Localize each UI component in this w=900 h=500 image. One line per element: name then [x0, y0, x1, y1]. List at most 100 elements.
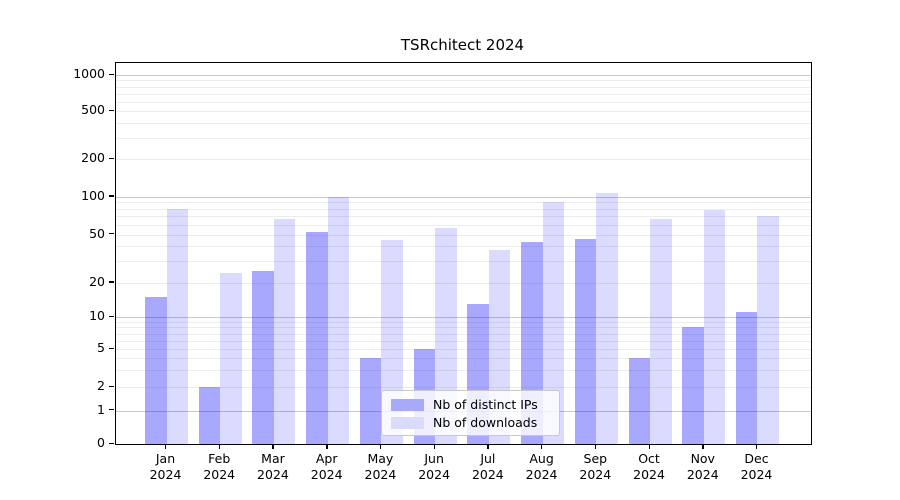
bar-jan-distinct-ips [145, 296, 167, 444]
month-label: Sep [583, 451, 608, 466]
y-tick-mark [109, 315, 114, 317]
y-tick-mark [109, 442, 114, 444]
month-label: Nov [690, 451, 715, 466]
minor-gridline [116, 86, 811, 88]
x-tick-mark [165, 444, 167, 450]
minor-gridline [116, 122, 811, 124]
bar-feb-distinct-ips [198, 387, 221, 444]
bar-may-distinct-ips [359, 358, 382, 444]
legend: Nb of distinct IPs Nb of downloads [381, 390, 560, 436]
year-label: 2024 [740, 466, 773, 482]
x-tick-label-jul: Jul 2024 [456, 451, 520, 482]
year-label: 2024 [418, 466, 451, 482]
bar-nov-distinct-ips [682, 327, 704, 444]
bar-oct-distinct-ips [628, 358, 651, 444]
bar-feb-downloads [220, 273, 242, 444]
y-tick-label-0: 0 [97, 435, 105, 450]
y-tick-mark [109, 409, 114, 411]
month-label: Dec [744, 451, 769, 466]
x-tick-label-sep: Sep 2024 [563, 451, 627, 482]
x-tick-mark [218, 444, 221, 450]
y-tick-label-5: 5 [97, 340, 105, 356]
y-tick-label-10: 10 [89, 308, 105, 323]
legend-label-distinct-ips: Nb of distinct IPs [433, 397, 538, 412]
legend-entry-downloads: Nb of downloads [391, 414, 550, 431]
y-tick-label-1000: 1000 [73, 66, 105, 81]
y-tick-mark [109, 157, 114, 159]
x-tick-mark [379, 444, 382, 450]
bar-mar-downloads [273, 219, 296, 444]
minor-gridline [116, 111, 811, 112]
legend-label-downloads: Nb of downloads [433, 415, 538, 430]
year-label: 2024 [257, 466, 289, 482]
bar-dec-distinct-ips [735, 312, 758, 444]
y-tick-mark [109, 109, 114, 111]
minor-gridline [116, 80, 811, 82]
minor-gridline [116, 261, 811, 263]
y-tick-label-20: 20 [89, 273, 105, 289]
y-tick-mark [109, 233, 114, 235]
minor-gridline [116, 349, 811, 351]
x-tick-mark [702, 444, 704, 450]
x-tick-mark [594, 444, 597, 450]
x-tick-label-jun: Jun 2024 [402, 451, 466, 482]
y-tick-mark [109, 347, 114, 350]
x-tick-label-apr: Apr 2024 [295, 451, 359, 482]
legend-swatch-downloads [391, 416, 424, 429]
minor-gridline [116, 321, 811, 323]
x-tick-label-mar: Mar 2024 [241, 451, 305, 482]
y-tick-label-500: 500 [81, 102, 105, 117]
major-gridline [116, 75, 811, 76]
y-tick-mark [109, 73, 114, 75]
minor-gridline [116, 159, 811, 160]
year-label: 2024 [203, 466, 236, 482]
y-tick-label-200: 200 [81, 150, 105, 165]
year-label: 2024 [686, 466, 719, 482]
y-tick-label-2: 2 [97, 378, 105, 393]
x-tick-label-nov: Nov 2024 [671, 451, 735, 482]
month-label: Feb [208, 451, 231, 466]
x-tick-label-dec: Dec 2024 [724, 451, 788, 482]
y-tick-label-50: 50 [89, 225, 105, 241]
year-label: 2024 [364, 466, 397, 482]
month-label: May [367, 451, 394, 466]
y-tick-mark [109, 385, 114, 387]
bar-apr-distinct-ips [306, 232, 328, 444]
bar-sep-downloads [596, 193, 618, 444]
x-tick-label-feb: Feb 2024 [187, 451, 251, 482]
bar-aug-downloads [542, 202, 565, 444]
month-label: Apr [315, 451, 338, 466]
minor-gridline [116, 370, 811, 372]
year-label: 2024 [579, 466, 612, 482]
minor-gridline [116, 387, 811, 388]
bar-apr-downloads [327, 196, 350, 444]
x-tick-mark [272, 444, 274, 450]
minor-gridline [116, 333, 811, 335]
minor-gridline [116, 137, 811, 139]
plot-area: Nb of distinct IPs Nb of downloads [115, 62, 812, 445]
major-gridline [116, 196, 811, 198]
bar-oct-downloads [650, 219, 672, 444]
bar-mar-distinct-ips [252, 270, 274, 444]
minor-gridline [116, 224, 811, 226]
y-tick-mark [109, 195, 114, 197]
year-label: 2024 [310, 466, 343, 482]
legend-swatch-distinct-ips [391, 398, 424, 411]
minor-gridline [116, 246, 811, 248]
x-tick-mark [487, 444, 489, 450]
x-tick-mark [433, 444, 436, 450]
y-tick-label-100: 100 [81, 187, 105, 203]
minor-gridline [116, 340, 811, 342]
month-label: Oct [638, 451, 660, 466]
bar-jan-downloads [166, 208, 188, 444]
minor-gridline [116, 234, 811, 236]
year-label: 2024 [525, 466, 558, 482]
minor-gridline [116, 282, 811, 284]
month-label: Mar [261, 451, 285, 466]
month-label: Aug [529, 451, 554, 466]
month-label: Jun [424, 451, 444, 466]
x-tick-label-may: May 2024 [348, 451, 412, 482]
x-tick-mark [326, 444, 328, 450]
minor-gridline [116, 216, 811, 218]
